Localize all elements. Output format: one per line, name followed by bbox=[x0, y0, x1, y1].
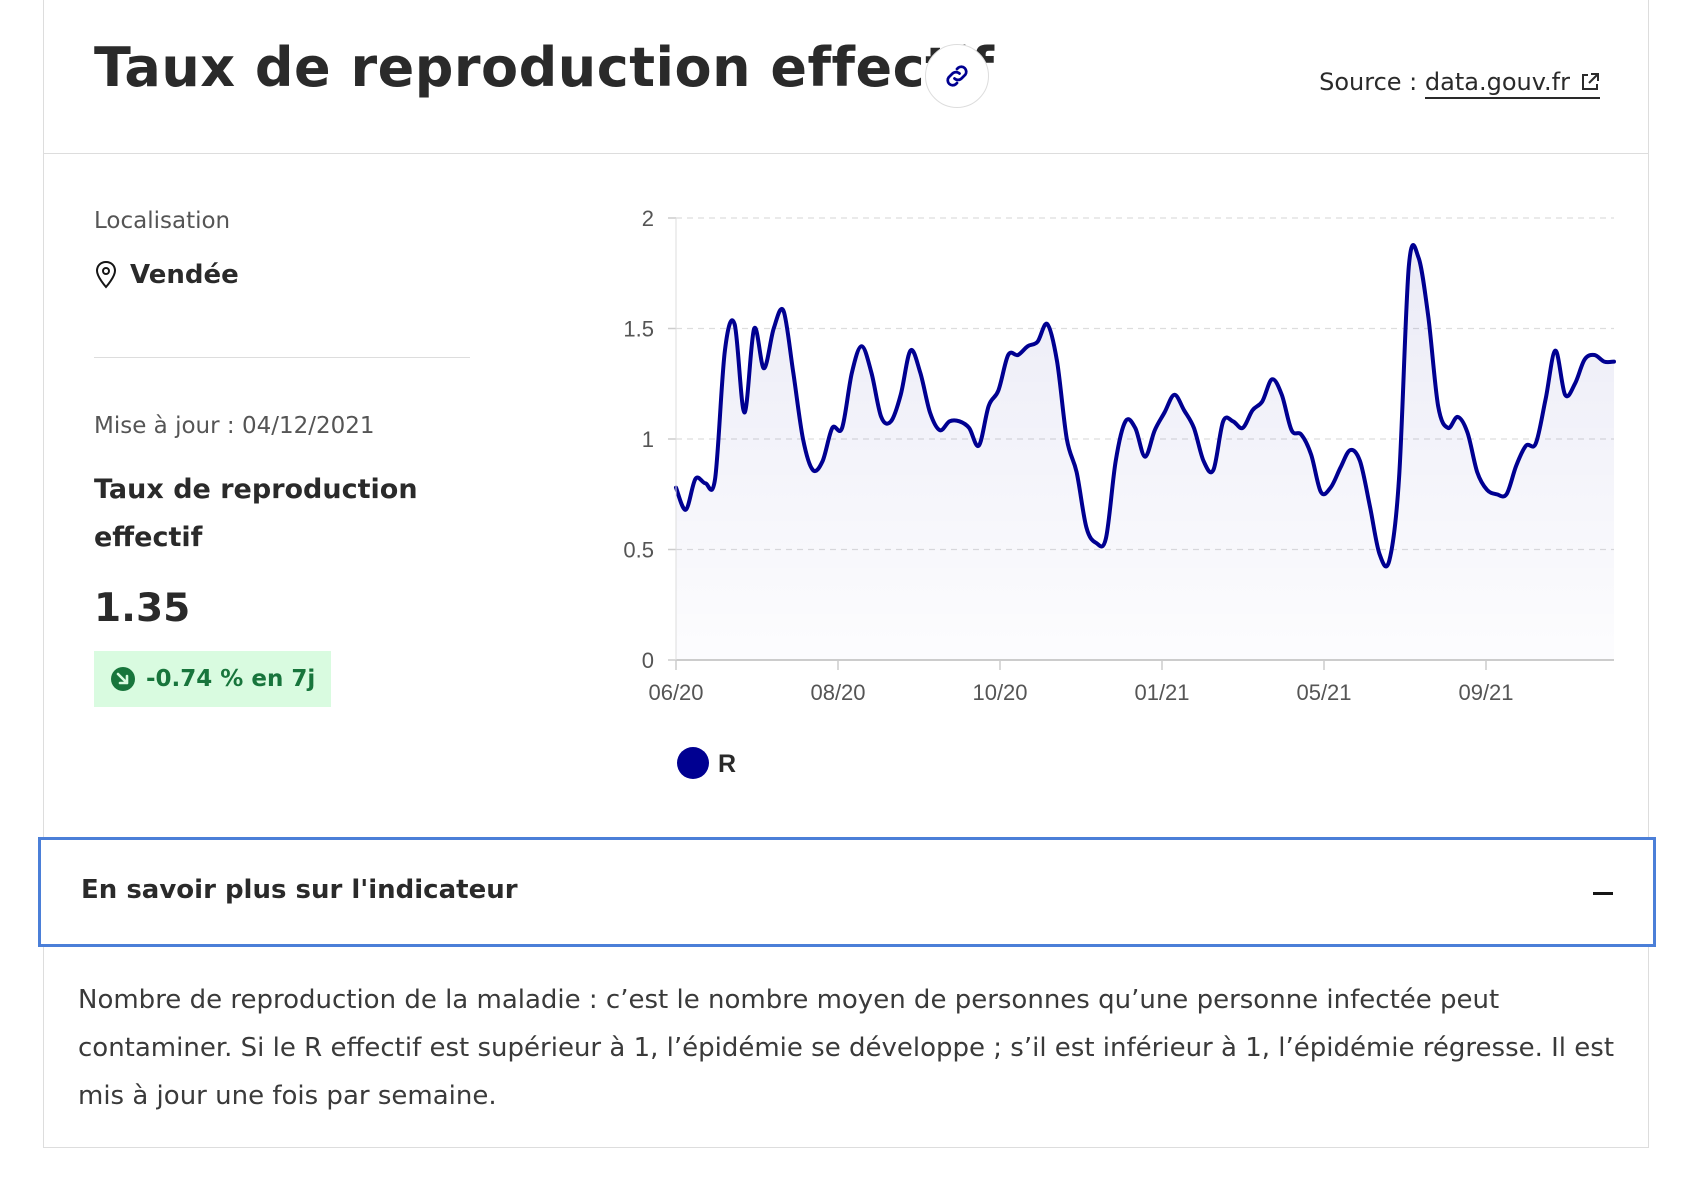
y-tick-label: 1.5 bbox=[623, 317, 654, 342]
link-icon bbox=[946, 65, 968, 87]
trend-badge: -0.74 % en 7j bbox=[94, 651, 332, 707]
source-link-text: data.gouv.fr bbox=[1424, 68, 1570, 96]
x-tick-label: 05/21 bbox=[1296, 680, 1351, 705]
indicator-description: Nombre de reproduction de la maladie : c… bbox=[78, 985, 1615, 1111]
location-label: Localisation bbox=[94, 208, 231, 234]
trend-down-icon bbox=[111, 667, 135, 691]
map-pin-icon bbox=[95, 260, 117, 289]
source-label: Source : bbox=[1319, 68, 1425, 96]
x-tick-label: 06/20 bbox=[648, 680, 703, 705]
trend-text: -0.74 % en 7j bbox=[146, 666, 316, 692]
card-header: Taux de reproduction effectif Source : d… bbox=[44, 0, 1648, 154]
external-link-icon bbox=[1582, 73, 1599, 90]
indicator-card: Taux de reproduction effectif Source : d… bbox=[38, 0, 1656, 1148]
metric-value: 1.35 bbox=[94, 586, 191, 631]
legend-marker bbox=[677, 747, 709, 779]
collapse-icon bbox=[1593, 892, 1613, 895]
page-title: Taux de reproduction effectif bbox=[94, 36, 995, 99]
accordion-title: En savoir plus sur l'indicateur bbox=[81, 875, 518, 905]
learn-more-accordion[interactable]: En savoir plus sur l'indicateur bbox=[38, 837, 1656, 947]
divider bbox=[94, 357, 470, 358]
r-chart: 0 0.5 1 1.5 2 06/20 08/20 10/20 01/21 05/21 09/21… bbox=[623, 206, 1616, 779]
metric-name: Taux de reproduction effectif bbox=[94, 474, 418, 553]
series-line bbox=[674, 242, 1616, 569]
y-tick-label: 1 bbox=[642, 427, 654, 452]
source-link[interactable]: data.gouv.fr bbox=[1424, 68, 1600, 99]
location: Vendée bbox=[94, 260, 239, 290]
location-name: Vendée bbox=[130, 260, 239, 290]
source: Source : data.gouv.fr bbox=[1319, 68, 1600, 99]
x-tick-label: 08/20 bbox=[810, 680, 865, 705]
y-tick-label: 0 bbox=[642, 648, 654, 673]
x-tick-label: 10/20 bbox=[972, 680, 1027, 705]
copy-link-button[interactable] bbox=[925, 44, 989, 108]
legend[interactable]: R bbox=[677, 747, 736, 779]
y-tick-label: 0.5 bbox=[623, 538, 654, 563]
x-tick-label: 01/21 bbox=[1134, 680, 1189, 705]
x-tick-label: 09/21 bbox=[1458, 680, 1513, 705]
y-tick-label: 2 bbox=[642, 206, 654, 231]
legend-label: R bbox=[718, 750, 736, 778]
update-date: Mise à jour : 04/12/2021 bbox=[94, 413, 375, 439]
